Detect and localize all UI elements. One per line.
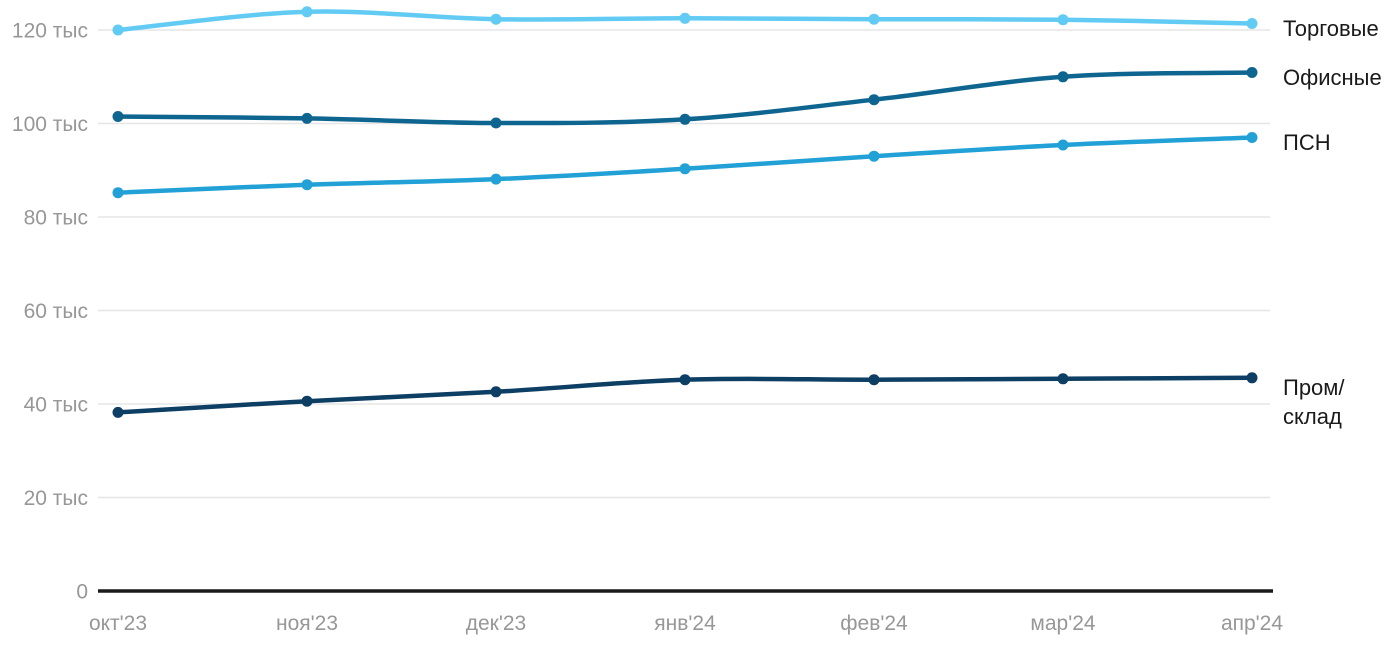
data-point-marker[interactable] bbox=[679, 12, 691, 24]
y-axis-tick-label: 60 тыс bbox=[24, 300, 88, 323]
data-point-marker[interactable] bbox=[301, 6, 313, 18]
series-label: Офисные bbox=[1283, 65, 1382, 90]
data-point-marker[interactable] bbox=[112, 187, 124, 199]
x-axis-tick-label: мар'24 bbox=[1030, 612, 1095, 635]
data-point-marker[interactable] bbox=[868, 13, 880, 25]
data-point-marker[interactable] bbox=[490, 117, 502, 129]
data-point-marker[interactable] bbox=[490, 386, 502, 398]
data-point-marker[interactable] bbox=[1246, 372, 1258, 384]
data-point-marker[interactable] bbox=[1057, 139, 1069, 151]
series-label: Торговые bbox=[1283, 16, 1379, 41]
x-axis-tick-label: дек'23 bbox=[466, 612, 527, 635]
data-point-marker[interactable] bbox=[301, 395, 313, 407]
data-point-marker[interactable] bbox=[1057, 71, 1069, 83]
data-point-marker[interactable] bbox=[112, 406, 124, 418]
y-axis-tick-label: 80 тыс bbox=[24, 207, 88, 230]
series-label: Пром/ bbox=[1283, 375, 1345, 400]
x-axis-tick-label: фев'24 bbox=[840, 612, 908, 635]
y-axis-tick-label: 0 bbox=[76, 581, 88, 604]
data-point-marker[interactable] bbox=[1057, 14, 1069, 26]
data-point-marker[interactable] bbox=[301, 112, 313, 124]
data-point-marker[interactable] bbox=[490, 173, 502, 185]
series-label: ПСН bbox=[1283, 130, 1331, 155]
y-axis-tick-label: 100 тыс bbox=[12, 113, 88, 136]
y-axis-tick-label: 40 тыс bbox=[24, 394, 88, 417]
data-point-marker[interactable] bbox=[679, 163, 691, 175]
x-axis-tick-label: ноя'23 bbox=[276, 612, 338, 635]
series-label: склад bbox=[1283, 404, 1342, 429]
data-point-marker[interactable] bbox=[112, 111, 124, 122]
x-axis-tick-label: янв'24 bbox=[654, 612, 716, 635]
data-point-marker[interactable] bbox=[112, 24, 124, 36]
x-axis-tick-label: окт'23 bbox=[89, 612, 147, 635]
data-point-marker[interactable] bbox=[679, 374, 691, 386]
data-point-marker[interactable] bbox=[301, 179, 313, 191]
data-point-marker[interactable] bbox=[679, 113, 691, 125]
x-axis-tick-label: апр'24 bbox=[1221, 612, 1283, 635]
y-axis-tick-label: 20 тыс bbox=[24, 487, 88, 510]
data-point-marker[interactable] bbox=[1246, 67, 1258, 78]
data-point-marker[interactable] bbox=[1246, 18, 1258, 29]
data-point-marker[interactable] bbox=[868, 94, 880, 106]
data-point-marker[interactable] bbox=[490, 13, 502, 25]
data-point-marker[interactable] bbox=[1057, 373, 1069, 385]
data-point-marker[interactable] bbox=[1246, 132, 1258, 143]
y-axis-tick-label: 120 тыс bbox=[12, 20, 88, 43]
data-point-marker[interactable] bbox=[868, 150, 880, 162]
data-point-marker[interactable] bbox=[868, 374, 880, 386]
